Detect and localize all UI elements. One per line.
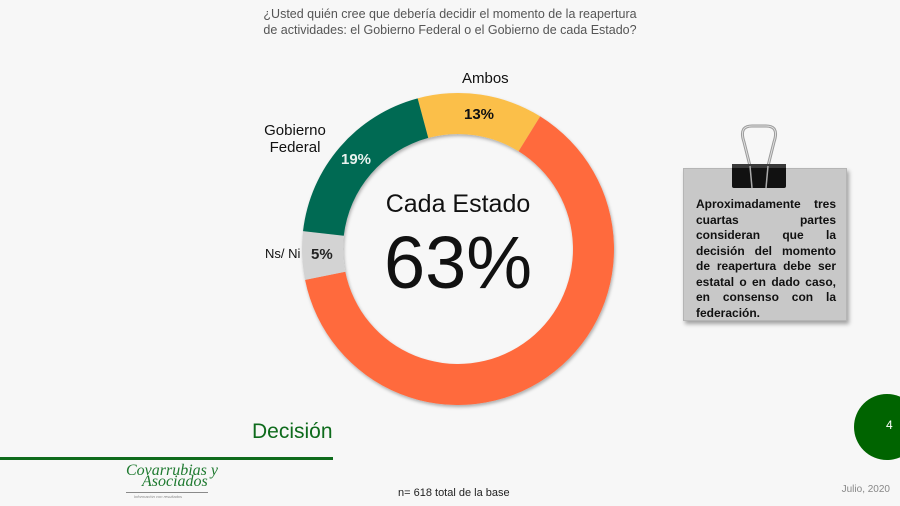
survey-question: ¿Usted quién cree que debería decidir el… bbox=[250, 6, 650, 38]
donut-slice-ambos bbox=[417, 93, 541, 152]
pct-ambos: 13% bbox=[464, 106, 495, 123]
note-card: Aproximadamente tres cuartas partes cons… bbox=[683, 168, 847, 321]
logo-rule bbox=[126, 492, 208, 493]
binder-clip-icon bbox=[732, 124, 786, 189]
sample-size-note: n= 618 total de la base bbox=[398, 487, 510, 499]
logo-line-2: Asociados bbox=[142, 473, 208, 490]
note-text: Aproximadamente tres cuartas partes cons… bbox=[696, 197, 836, 320]
question-line-1: ¿Usted quién cree que debería decidir el… bbox=[263, 7, 637, 21]
label-ambos: Ambos bbox=[462, 70, 509, 87]
question-line-2: de actividades: el Gobierno Federal o el… bbox=[263, 23, 637, 37]
label-gobierno-federal: Gobierno Federal bbox=[264, 122, 326, 156]
donut-slice-cada-estado bbox=[305, 116, 614, 405]
section-title: Decisión bbox=[252, 420, 333, 443]
company-logo: Covarrubias y Asociados Información con … bbox=[120, 462, 220, 502]
logo-line-1: Covarrubias y bbox=[126, 462, 218, 479]
report-date: Julio, 2020 bbox=[841, 484, 890, 495]
page-number-badge bbox=[854, 394, 900, 460]
donut-slice-ns-ni bbox=[302, 231, 346, 280]
section-divider bbox=[0, 457, 333, 460]
pct-ns-ni: 5% bbox=[311, 246, 333, 263]
logo-tagline: Información con resultados bbox=[134, 494, 183, 499]
label-ns-ni: Ns/ Ni bbox=[265, 246, 301, 261]
center-label: Cada Estado bbox=[385, 190, 531, 218]
page-number: 4 bbox=[886, 418, 893, 432]
center-value: 63% bbox=[383, 221, 533, 304]
pct-gobierno-federal: 19% bbox=[341, 151, 372, 168]
donut-slice-gobierno-federal bbox=[303, 98, 429, 236]
